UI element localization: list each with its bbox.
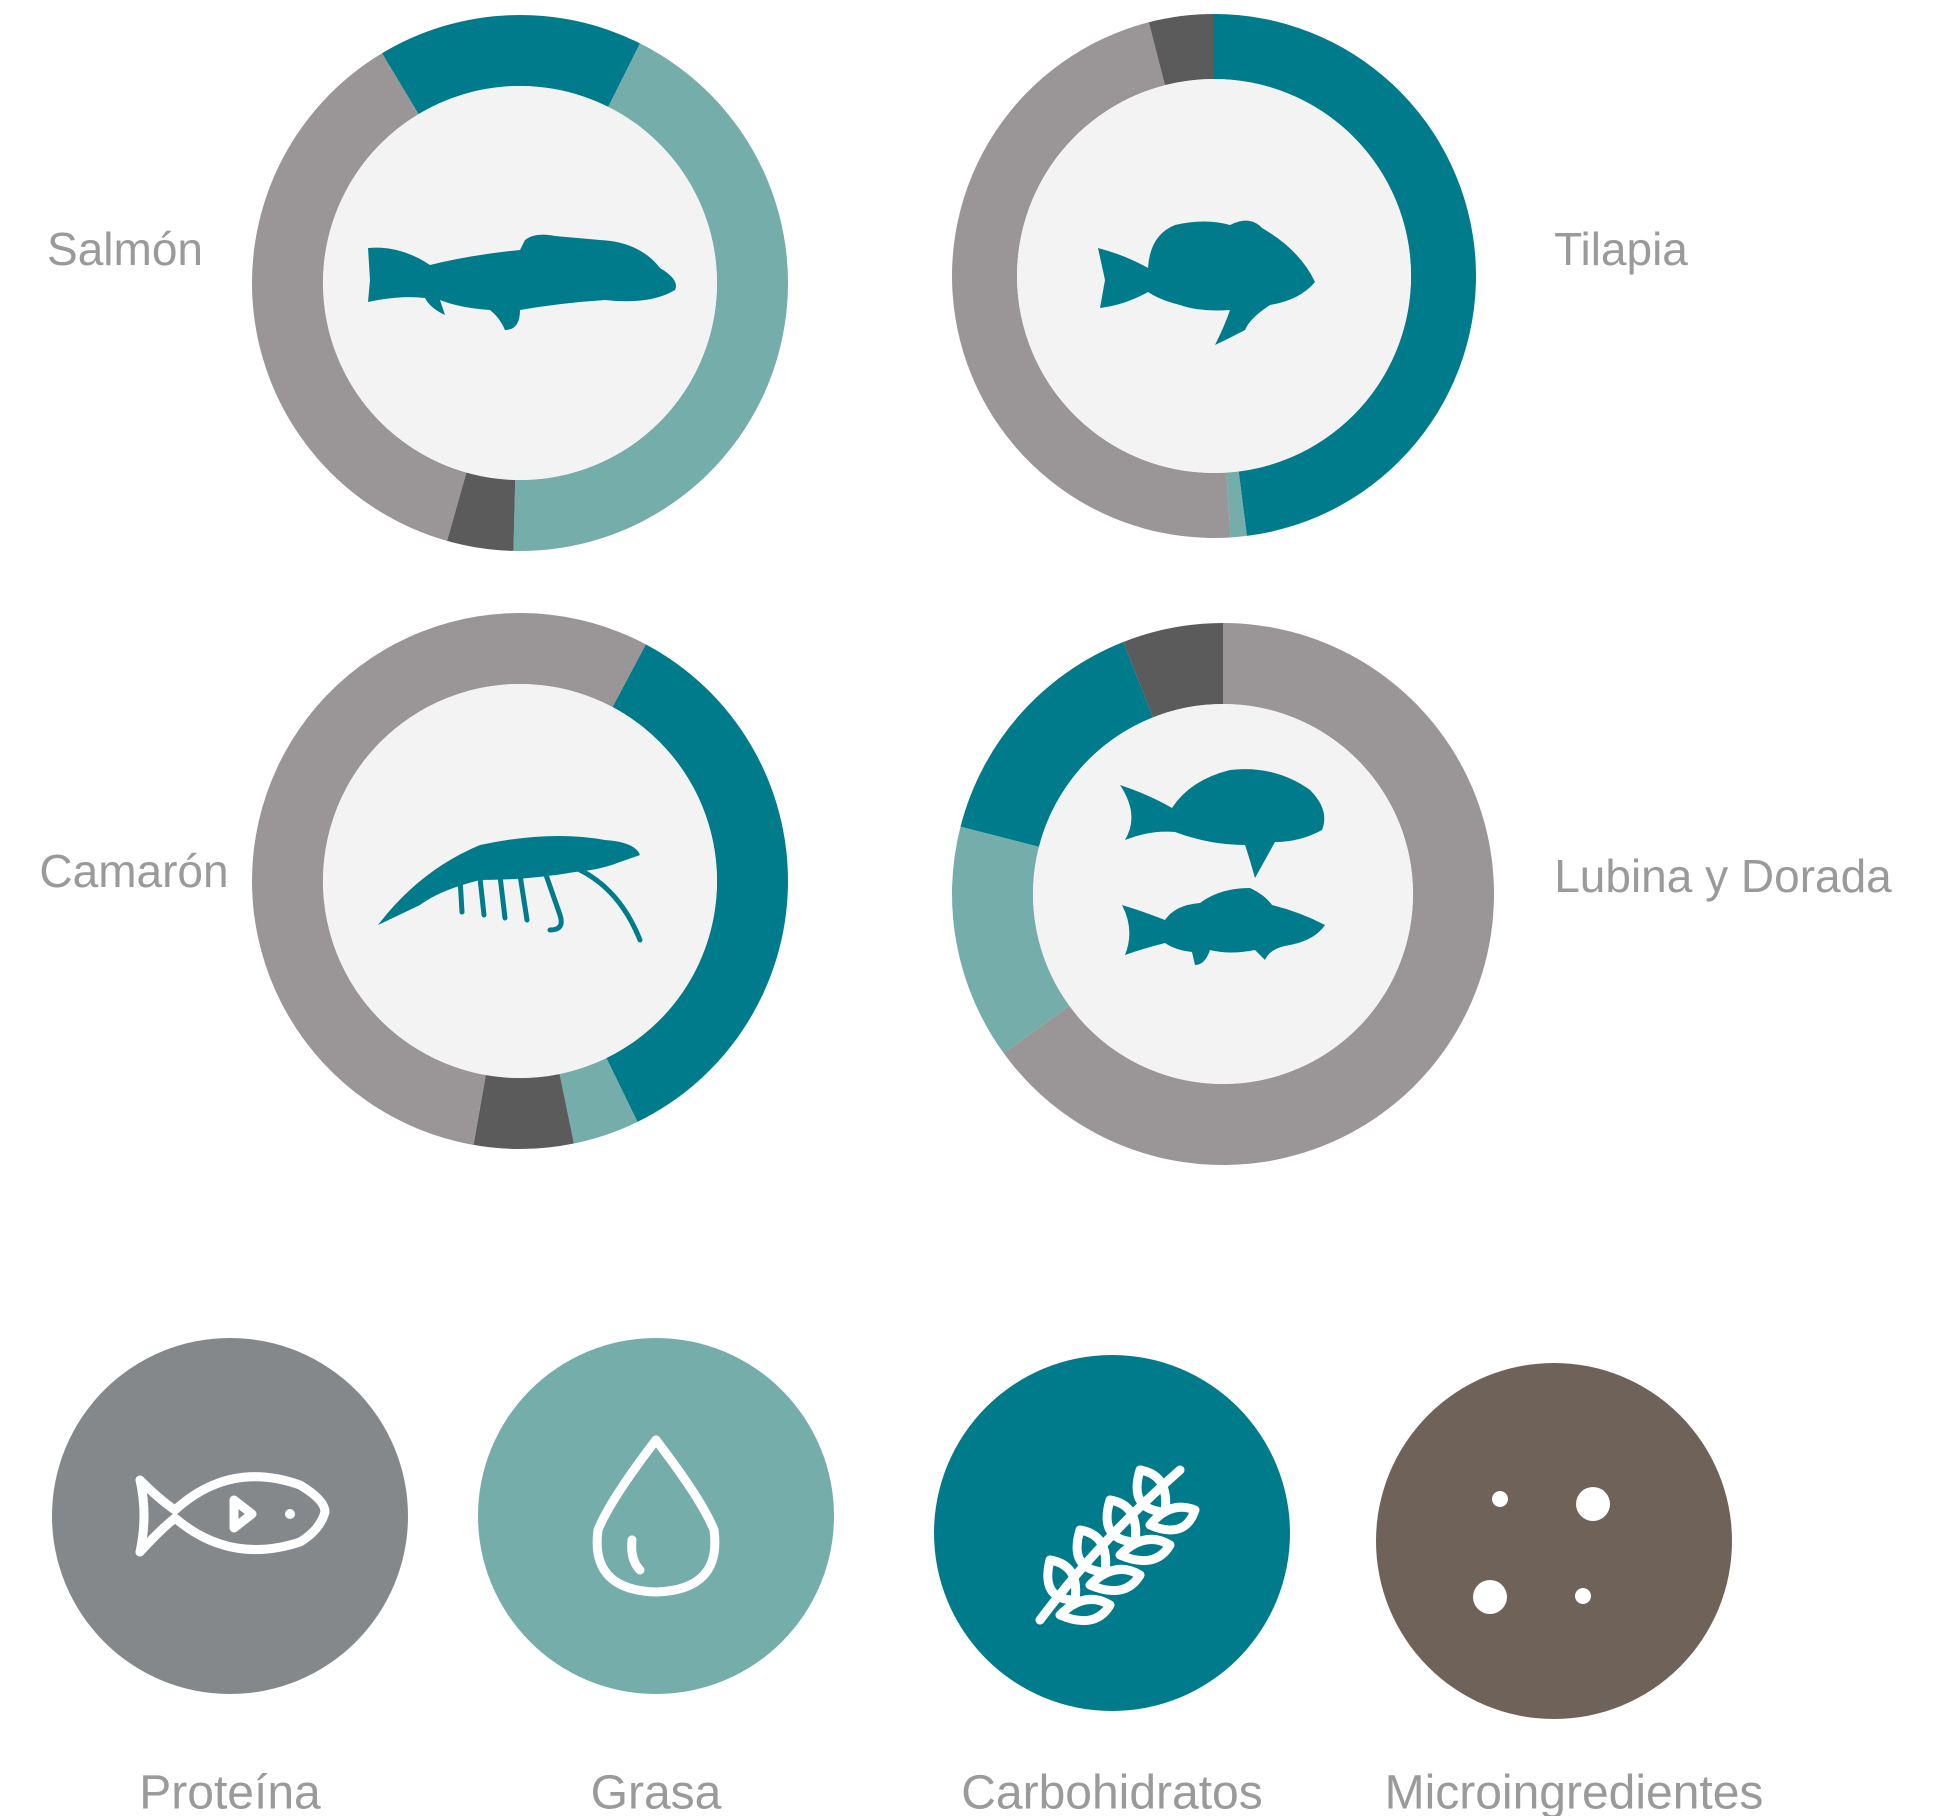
donut-segment bbox=[473, 1073, 574, 1149]
donut-segment bbox=[960, 642, 1154, 847]
donut-segment bbox=[559, 1058, 638, 1144]
donut-segment bbox=[1003, 623, 1494, 1166]
micro-dot bbox=[1492, 1491, 1508, 1507]
donut-segment bbox=[381, 14, 640, 115]
salmon-icon bbox=[368, 234, 676, 330]
donut-segment bbox=[952, 826, 1070, 1054]
micro-dot bbox=[1576, 1487, 1610, 1521]
shrimp-icon bbox=[378, 836, 640, 925]
shrimp-legs bbox=[457, 867, 643, 943]
legend-swatch bbox=[1376, 1363, 1732, 1719]
donut-segment bbox=[447, 472, 516, 551]
legend-icons bbox=[135, 1435, 1610, 1626]
donut-segment bbox=[606, 644, 788, 1122]
legend-swatch bbox=[478, 1338, 834, 1694]
icons bbox=[368, 220, 1325, 965]
donut-segment bbox=[251, 612, 646, 1145]
legend-label: Proteína bbox=[139, 1767, 321, 1816]
donut-segment bbox=[1148, 14, 1214, 86]
protein-icon bbox=[135, 1472, 330, 1557]
legend-label: Microingredientes bbox=[1385, 1767, 1764, 1816]
donut-segment bbox=[1123, 623, 1223, 718]
micro-dot bbox=[1473, 1580, 1507, 1614]
legend-label: Carbohidratos bbox=[961, 1767, 1263, 1816]
donut-segment bbox=[1214, 14, 1477, 536]
carbs-icon bbox=[1035, 1465, 1200, 1626]
tilapia-icon bbox=[1098, 220, 1315, 345]
donut-segment bbox=[513, 43, 788, 551]
fat-icon bbox=[592, 1435, 720, 1597]
bream-icon bbox=[1120, 769, 1325, 878]
donut-label: Camarón bbox=[39, 845, 228, 897]
donut-label: Lubina y Dorada bbox=[1554, 850, 1892, 902]
donuts: Salmón Tilapia Camarón Lubina y Dorada bbox=[39, 14, 1892, 1166]
donut-segment bbox=[952, 22, 1231, 539]
bass-icon bbox=[1122, 888, 1325, 965]
protein-eye bbox=[285, 1509, 295, 1519]
legend: Proteína Grasa Carbohidratos Microingredien… bbox=[52, 1338, 1763, 1816]
donut-segment bbox=[251, 53, 467, 541]
donut-segment bbox=[1226, 471, 1247, 538]
legend-label: Grasa bbox=[591, 1767, 722, 1816]
donut-label: Tilapia bbox=[1554, 223, 1688, 275]
micro-dot bbox=[1575, 1588, 1591, 1604]
donut-label: Salmón bbox=[47, 223, 203, 275]
